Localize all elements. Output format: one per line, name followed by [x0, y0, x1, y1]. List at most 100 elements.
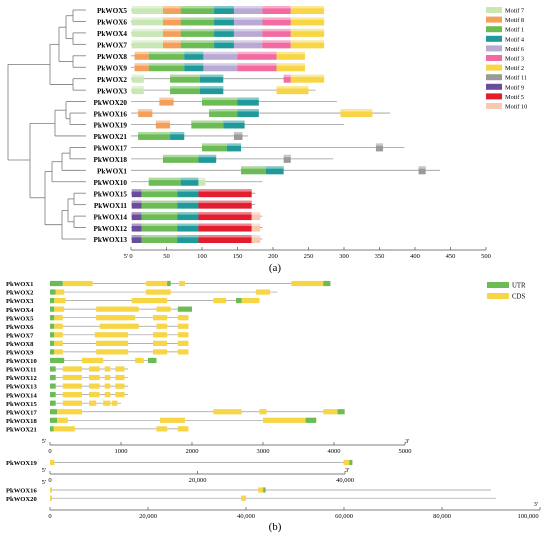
motif-box	[226, 143, 242, 152]
cds-block	[50, 459, 55, 466]
structure-gene-label: PkWOX7	[6, 332, 34, 339]
cds-block	[89, 383, 100, 389]
utr-block	[323, 280, 331, 287]
legend-swatch	[487, 282, 509, 288]
motif-highlight	[184, 51, 204, 55]
gene-labels-b: PkWOX1PkWOX2PkWOX3PkWOX4PkWOX5PkWOX6PkWO…	[6, 281, 37, 503]
cds-block	[343, 459, 350, 466]
motif-box	[262, 6, 291, 14]
motif-highlight	[209, 109, 238, 112]
legend-swatch	[486, 45, 502, 52]
motif-box	[214, 17, 234, 26]
axis-tick-label: 40,000	[237, 513, 255, 520]
cds-block	[258, 487, 264, 493]
motif-highlight	[418, 166, 426, 169]
structure-gene-label: PkWOX3	[6, 298, 34, 305]
utr-block	[50, 349, 55, 355]
motif-box	[141, 189, 178, 198]
legend-swatch	[486, 93, 502, 100]
motif-highlight	[251, 235, 261, 238]
legend-label: Motif 2	[505, 65, 524, 72]
legend-swatch	[486, 55, 502, 61]
motif-highlight	[131, 74, 144, 78]
structure-gene-label: PkWOX18	[6, 418, 37, 425]
motif-box	[131, 6, 163, 14]
utr-block	[50, 298, 55, 304]
motif-box	[198, 235, 252, 243]
cds-block	[152, 349, 168, 355]
axis-tick-label: 2000	[186, 448, 199, 455]
motif-box	[265, 166, 284, 175]
utr-block	[50, 357, 65, 364]
cds-block	[115, 366, 125, 372]
cds-block	[259, 409, 267, 415]
motif-box	[237, 97, 259, 106]
motif-box	[170, 74, 200, 83]
motif-box	[148, 63, 185, 72]
three-prime-label: 3'	[534, 501, 538, 508]
motif-box	[138, 109, 153, 118]
utr-block	[50, 426, 54, 432]
five-prime-label: 5'	[42, 467, 46, 474]
motif-highlight	[214, 6, 234, 9]
motif-highlight	[131, 200, 142, 204]
legend-swatch	[486, 74, 502, 81]
cds-block	[213, 409, 242, 415]
motif-highlight	[162, 28, 181, 32]
cds-block	[89, 374, 100, 381]
structure-gene-label: PkWOX6	[6, 324, 34, 331]
motif-highlight	[141, 200, 178, 204]
motif-box	[214, 6, 234, 14]
motif-highlight	[290, 17, 325, 20]
motif-box	[162, 28, 181, 37]
cds-block	[104, 366, 111, 372]
gene-label: PkWOX7	[97, 42, 127, 50]
legend-swatch	[486, 64, 502, 71]
cds-block	[54, 340, 63, 346]
motif-box	[131, 17, 163, 26]
cds-block	[263, 417, 306, 423]
structure-gene-label: PkWOX13	[6, 384, 37, 391]
axis-tick-label: 0	[129, 253, 132, 260]
gene-label: PkWOX9	[97, 64, 127, 72]
motif-box	[177, 212, 199, 221]
panel-a-label: (a)	[269, 262, 282, 274]
axis-tick-label: 3000	[257, 448, 270, 455]
cds-block	[177, 332, 189, 338]
gene-label: PkWOX4	[97, 30, 127, 38]
motif-highlight	[233, 17, 263, 20]
structure-gene-label: PkWOX16	[6, 488, 37, 495]
legend-label: UTR	[512, 283, 526, 290]
cds-block	[53, 426, 75, 432]
structure-gene-label: PkWOX4	[6, 307, 34, 314]
motif-box	[241, 166, 266, 175]
axis-tick-label: 0	[48, 513, 51, 520]
motif-highlight	[237, 63, 277, 66]
motif-highlight	[202, 97, 238, 100]
motif-highlight	[223, 120, 245, 123]
axis-tick-label: 5000	[399, 448, 412, 455]
gene-label: PkWOX18	[93, 156, 127, 164]
axis-tick-label: 500	[481, 253, 491, 260]
structure-gene-label: PkWOX2	[6, 290, 34, 297]
motif-highlight	[148, 63, 185, 66]
motif-highlight	[237, 51, 277, 55]
motif-box	[131, 223, 142, 232]
motif-highlight	[226, 143, 242, 146]
cds-block	[156, 426, 168, 432]
structure-gene-label: PkWOX1	[6, 281, 33, 288]
motif-box	[148, 177, 181, 186]
motif-highlight	[131, 40, 163, 43]
axis-tick-label: 4000	[328, 448, 341, 455]
motif-highlight	[162, 17, 181, 20]
axis-tick-label: 20,000	[139, 513, 157, 520]
legend-swatch	[486, 16, 502, 23]
cds-block	[156, 306, 171, 312]
cds-block	[50, 495, 52, 501]
motif-highlight	[180, 17, 215, 20]
cds-block	[145, 280, 168, 287]
utr-block	[236, 298, 242, 304]
motif-highlight	[180, 6, 215, 9]
gene-label: PkWOX12	[93, 225, 127, 233]
motif-box	[202, 97, 238, 106]
